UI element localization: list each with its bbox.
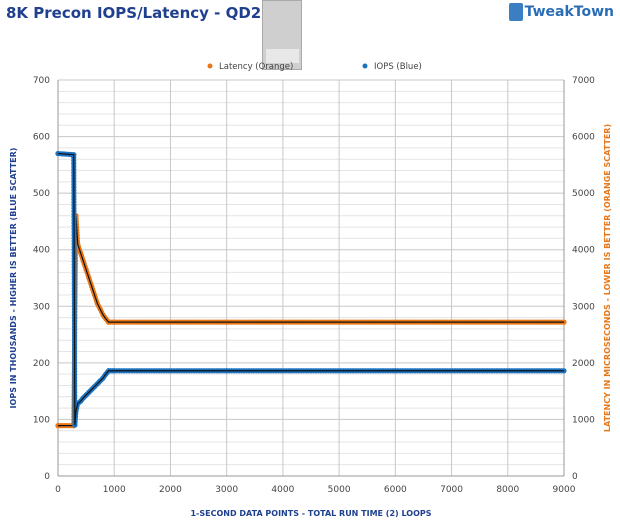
x-tick-label: 8000 [496,485,519,495]
y-axis-left-label: IOPS IN THOUSANDS - HIGHER IS BETTER (BL… [9,148,18,409]
x-tick-label: 6000 [384,485,407,495]
y-right-tick-label: 5000 [572,189,595,199]
y-right-tick-label: 3000 [572,302,595,312]
chart-title: 8K Precon IOPS/Latency - QD256 [6,4,283,22]
legend-marker [362,63,368,69]
x-tick-label: 9000 [553,485,576,495]
trend-line [57,152,564,426]
y-axis-right-label: LATENCY IN MICROSECONDS - LOWER IS BETTE… [603,124,612,432]
y-right-tick-label: 0 [572,472,578,482]
y-left-tick-label: 100 [33,415,50,425]
x-tick-label: 7000 [440,485,463,495]
x-tick-label: 1000 [103,485,126,495]
x-tick-label: 5000 [328,485,351,495]
legend-label: IOPS (Blue) [374,62,422,72]
y-right-tick-label: 6000 [572,133,595,143]
y-left-tick-label: 700 [33,76,50,86]
logo-icon [508,3,523,21]
x-axis-label: 1-SECOND DATA POINTS - TOTAL RUN TIME (2… [190,509,431,518]
y-right-tick-label: 4000 [572,246,595,256]
logo-text: TweakTown [524,4,614,20]
x-tick-label: 0 [55,485,61,495]
legend-marker [207,63,213,69]
y-right-tick-label: 1000 [572,415,595,425]
y-right-tick-label: 2000 [572,359,595,369]
y-left-tick-label: 300 [33,302,50,312]
x-tick-label: 4000 [271,485,294,495]
y-left-tick-label: 500 [33,189,50,199]
y-left-tick-label: 200 [33,359,50,369]
tweaktown-logo: TweakTown [508,3,614,21]
product-image [262,0,302,70]
x-tick-label: 2000 [159,485,182,495]
legend-label: Latency (Orange) [219,62,293,72]
data-point [55,150,61,157]
y-left-tick-label: 400 [33,246,50,256]
x-tick-label: 3000 [215,485,238,495]
y-left-tick-label: 600 [33,133,50,143]
y-left-tick-label: 0 [44,472,50,482]
y-right-tick-label: 7000 [572,76,595,86]
